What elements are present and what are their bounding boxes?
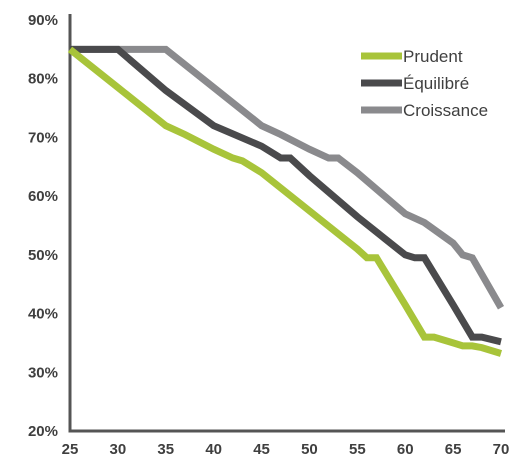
y-tick-label: 60% [28,188,58,205]
x-tick-label: 65 [445,441,462,458]
series-lines [67,45,505,357]
y-tick-label: 70% [28,129,58,146]
x-tick-label: 30 [110,441,127,458]
x-tick-label: 50 [301,441,318,458]
y-tick-label: 50% [28,247,58,264]
x-tick-label: 25 [62,441,79,458]
axes [68,14,505,433]
y-tick-label: 30% [28,364,58,381]
x-tick-label: 35 [157,441,174,458]
x-tick-label: 45 [253,441,270,458]
legend-label: Croissance [403,101,488,120]
legend-label: Équilibré [403,74,469,93]
x-tick-label: 40 [205,441,222,458]
series-line-2 [70,45,502,346]
y-tick-label: 40% [28,306,58,323]
y-tick-label: 80% [28,71,58,88]
x-tick-label: 60 [397,441,414,458]
series-line-3 [70,45,505,310]
x-tick-label: 55 [349,441,366,458]
series-line-1 [67,46,503,357]
legend-label: Prudent [403,47,463,66]
x-tick-label: 70 [493,441,510,458]
legend: Prudent Équilibré Croissance [361,47,488,120]
y-tick-label: 90% [28,12,58,29]
tick-labels: 20% 30% 40% 50% 60% 70% 80% 90% 25 30 35 40 45 50 55 60… [28,12,509,458]
y-tick-label: 20% [28,423,58,440]
